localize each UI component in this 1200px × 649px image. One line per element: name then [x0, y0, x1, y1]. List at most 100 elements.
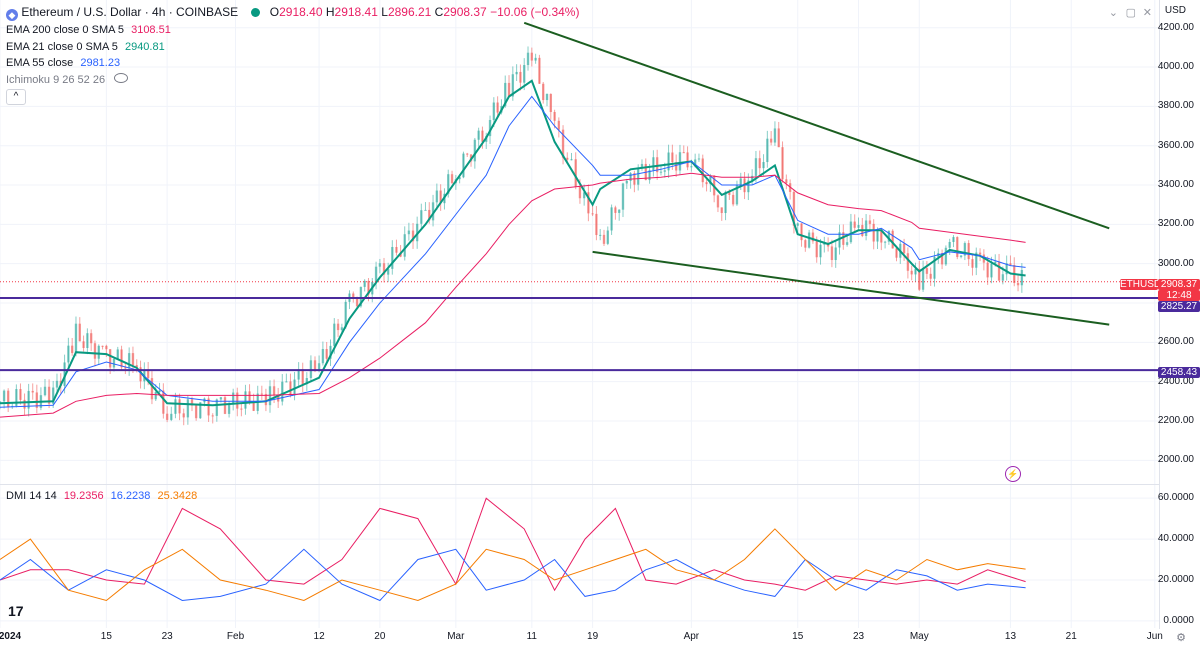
candle-body	[952, 237, 955, 242]
candle-body	[190, 399, 194, 406]
ema21-line	[0, 79, 1026, 407]
candle-body	[0, 401, 2, 403]
pane-separator[interactable]	[0, 484, 1160, 485]
dmi-tick-label: 0.0000	[1163, 614, 1194, 626]
candle-body	[86, 333, 89, 349]
candle-body	[70, 345, 74, 354]
dmi-tick-label: 20.0000	[1157, 574, 1194, 585]
candle-body	[762, 162, 765, 169]
close-icon[interactable]: ✕	[1142, 7, 1152, 19]
settings-gear-icon[interactable]: ⚙	[1176, 632, 1186, 644]
price-tick-label: 2600.00	[1157, 336, 1194, 348]
candle-body	[963, 243, 967, 256]
candle-body	[420, 210, 423, 224]
candle-body	[223, 397, 227, 414]
candle-body	[450, 174, 454, 184]
hidden-eye-icon[interactable]	[114, 73, 129, 83]
candle-body	[864, 220, 868, 236]
dmi-label: DMI 14 14	[6, 490, 57, 502]
candle-body	[598, 234, 602, 236]
candle-body	[671, 152, 674, 163]
indicator-ema21[interactable]: EMA 21 close 0 SMA 5 2940.81	[6, 41, 165, 53]
candle-body	[447, 174, 450, 194]
price-chart[interactable]	[0, 0, 1160, 629]
candle-body	[2, 390, 6, 402]
tradingview-logo[interactable]: 17	[8, 603, 24, 619]
time-tick-label: 23	[161, 631, 173, 642]
candle-body	[785, 179, 788, 184]
time-tick-label: Feb	[226, 631, 245, 642]
candle-body	[978, 252, 982, 255]
candle-body	[67, 345, 70, 363]
candle-body	[154, 392, 157, 400]
candle-body	[252, 401, 255, 411]
candle-body	[929, 273, 932, 279]
candle-body	[481, 130, 484, 142]
candle-body	[127, 353, 131, 369]
candle-body	[574, 159, 577, 187]
candle-body	[538, 57, 541, 84]
candle-body	[108, 349, 112, 368]
symbol-title[interactable]: Ethereum / U.S. Dollar · 4h · COINBASE	[21, 5, 239, 19]
candle-body	[1005, 263, 1008, 275]
candle-body	[231, 392, 235, 405]
candle-body	[504, 82, 507, 107]
scroll-down-icon[interactable]: ⌄	[1108, 7, 1118, 19]
candle-body	[63, 362, 66, 386]
collapse-legend-button[interactable]: ^	[6, 89, 26, 105]
candle-body	[906, 253, 910, 271]
price-tick-label: 2200.00	[1157, 415, 1194, 426]
candle-body	[395, 246, 398, 253]
candle-body	[272, 386, 276, 396]
candle-body	[819, 244, 822, 258]
candle-body	[355, 297, 359, 307]
candle-body	[781, 147, 784, 180]
candle-body	[15, 389, 18, 406]
dmi-tick-label: 60.0000	[1157, 492, 1194, 504]
candle-body	[51, 387, 55, 404]
candle-body	[411, 230, 415, 242]
ohlc-change: −10.06 (−0.34%)	[490, 5, 580, 19]
candle-body	[925, 268, 929, 274]
ohlc-open-label: O	[269, 5, 280, 19]
candle-body	[382, 263, 386, 275]
candle-body	[933, 256, 936, 279]
candle-body	[629, 173, 632, 181]
candle-body	[260, 393, 264, 395]
candle-body	[407, 230, 411, 235]
candle-body	[182, 413, 185, 418]
candle-body	[754, 158, 758, 176]
indicator-ema200[interactable]: EMA 200 close 0 SMA 5 3108.51	[6, 24, 171, 36]
candle-body	[724, 191, 727, 214]
candle-body	[542, 83, 545, 101]
maximize-icon[interactable]: ▢	[1125, 7, 1136, 19]
currency-button[interactable]: USD	[1164, 5, 1186, 16]
candle-body	[435, 190, 439, 203]
candle-body	[986, 262, 989, 278]
indicator-ema55[interactable]: EMA 55 close 2981.23	[6, 57, 120, 69]
candle-body	[735, 185, 739, 205]
ohlc-open: 2918.40	[279, 5, 323, 19]
indicator-label: EMA 55 close	[6, 57, 74, 69]
candle-body	[800, 223, 803, 241]
ema55-line	[0, 95, 1026, 408]
candle-body	[162, 390, 165, 414]
candle-body	[363, 280, 366, 287]
candle-body	[146, 369, 150, 379]
candle-body	[823, 243, 826, 245]
candle-body	[610, 207, 613, 231]
dmi-plus-value: 19.2356	[63, 490, 104, 502]
indicator-ichimoku[interactable]: Ichimoku 9 26 52 26	[6, 73, 129, 86]
candle-body	[534, 57, 537, 61]
price-tick-label: 3600.00	[1157, 139, 1194, 151]
time-tick-label: 20	[374, 631, 386, 642]
candle-body	[170, 413, 173, 420]
candle-body	[1001, 274, 1005, 281]
lightning-icon[interactable]: ⚡	[1005, 466, 1021, 482]
indicator-dmi[interactable]: DMI 14 14 19.2356 16.2238 25.3428	[6, 490, 197, 502]
candle-body	[297, 369, 300, 380]
candle-body	[227, 404, 231, 414]
price-axis[interactable]: 4200.00 4000.00 3800.00 3600.00 3400.00 3200.…	[1157, 0, 1200, 629]
candle-body	[804, 240, 807, 248]
candle-body	[561, 129, 565, 158]
